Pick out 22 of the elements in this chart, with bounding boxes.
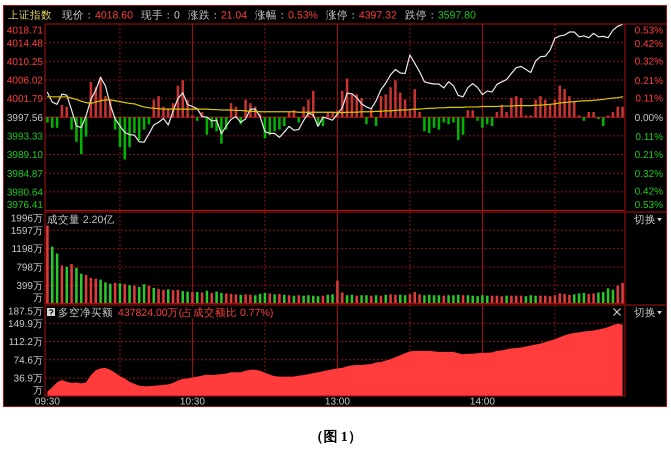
- x-tick-label: 10:30: [180, 396, 205, 408]
- y-tick-label: 1597万: [10, 226, 43, 237]
- y-tick-label: 798万: [16, 262, 43, 274]
- button-label: 切换: [634, 214, 656, 226]
- x-tick-label: 13:00: [324, 396, 350, 408]
- caption: （图 1）: [309, 430, 362, 445]
- y-tick-label: 399万: [16, 280, 43, 292]
- y-tick-label: 187.5万: [8, 306, 43, 318]
- y-tick-label: 1198万: [11, 244, 43, 256]
- y-tick-label: 36.9万: [14, 374, 43, 385]
- y-tick-label: 149.9万: [8, 318, 43, 330]
- x-tick-label: 14:00: [470, 396, 495, 408]
- button-label: 切换: [634, 307, 656, 319]
- title: 多空净买额: [58, 307, 113, 319]
- y-tick-label: 74.6万: [14, 355, 43, 366]
- y-tick-label: 112.2万: [8, 337, 43, 348]
- y-tick-label: 万: [33, 386, 43, 397]
- y-tick-label: 1996万: [10, 214, 43, 225]
- title: 成交量 2.20亿: [47, 214, 114, 226]
- subtitle: 437824.00万(占成交额比 0.77%): [118, 307, 274, 319]
- x-tick-label: 09:30: [34, 396, 60, 408]
- y-tick-label: 万: [33, 293, 43, 304]
